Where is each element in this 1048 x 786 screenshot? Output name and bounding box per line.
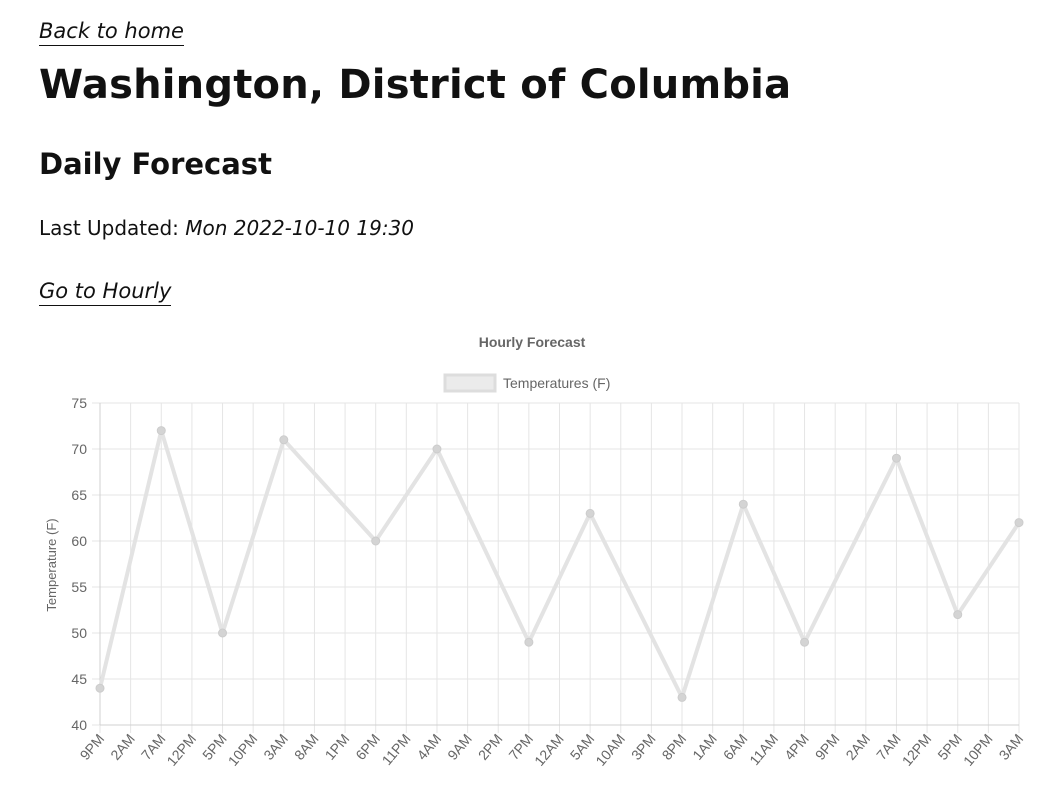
last-updated-value: Mon 2022-10-10 19:30: [185, 216, 414, 240]
x-tick-label: 1AM: [689, 731, 720, 763]
x-tick-label: 2AM: [842, 731, 873, 763]
y-tick-label: 70: [71, 441, 87, 457]
data-point[interactable]: [432, 444, 442, 454]
back-to-home-link[interactable]: Back to home: [39, 18, 184, 46]
x-tick-label: 4PM: [781, 731, 812, 763]
x-tick-label: 9AM: [444, 731, 475, 763]
x-tick-label: 12PM: [163, 731, 199, 769]
x-tick-label: 10AM: [592, 731, 628, 769]
data-point[interactable]: [585, 508, 595, 518]
data-point[interactable]: [218, 628, 228, 638]
data-point[interactable]: [279, 435, 289, 445]
x-tick-label: 10PM: [960, 731, 996, 769]
x-tick-label: 1PM: [322, 731, 353, 763]
last-updated: Last Updated: Mon 2022-10-10 19:30: [39, 214, 414, 242]
y-tick-label: 40: [71, 717, 87, 733]
x-tick-label: 8AM: [291, 731, 322, 763]
x-tick-label: 2AM: [107, 731, 138, 763]
x-tick-label: 4AM: [413, 731, 444, 763]
data-point[interactable]: [738, 499, 748, 509]
series-line: [98, 428, 1021, 700]
data-point[interactable]: [524, 637, 534, 647]
data-point[interactable]: [677, 692, 687, 702]
x-tick-label: 3AM: [260, 731, 291, 763]
data-point[interactable]: [1014, 518, 1024, 528]
y-tick-label: 45: [71, 671, 87, 687]
x-tick-label: 9PM: [812, 731, 843, 763]
data-point[interactable]: [953, 610, 963, 620]
data-point[interactable]: [156, 426, 166, 436]
x-tick-label: 8PM: [659, 731, 690, 763]
y-tick-label: 50: [71, 625, 87, 641]
x-tick-label: 3PM: [628, 731, 659, 763]
go-to-hourly-link[interactable]: Go to Hourly: [39, 278, 172, 306]
y-tick-label: 75: [71, 395, 87, 411]
section-title: Daily Forecast: [39, 147, 272, 181]
chart-legend[interactable]: Temperatures (F): [443, 373, 610, 393]
chart-series: [95, 426, 1024, 702]
x-tick-label: 2PM: [475, 731, 506, 763]
data-point[interactable]: [891, 453, 901, 463]
x-tick-label: 9PM: [77, 731, 108, 763]
x-tick-label: 11AM: [746, 731, 781, 769]
legend-label: Temperatures (F): [503, 375, 610, 391]
x-tick-label: 3AM: [996, 731, 1027, 763]
last-updated-label: Last Updated:: [39, 216, 186, 240]
x-tick-label: 12PM: [899, 731, 935, 769]
legend-swatch: [443, 373, 497, 393]
page-title: Washington, District of Columbia: [39, 62, 792, 108]
y-tick-label: 55: [71, 579, 87, 595]
x-tick-label: 11PM: [379, 731, 414, 769]
chart-grid: [92, 402, 1020, 733]
data-point[interactable]: [371, 536, 381, 546]
x-tick-label: 10PM: [225, 731, 261, 769]
y-axis-title: Temperature (F): [44, 518, 59, 611]
y-tick-label: 60: [71, 533, 87, 549]
data-point[interactable]: [95, 683, 105, 693]
x-tick-label: 12AM: [531, 731, 567, 769]
y-tick-label: 65: [71, 487, 87, 503]
chart-title: Hourly Forecast: [479, 334, 586, 350]
data-point[interactable]: [800, 637, 810, 647]
